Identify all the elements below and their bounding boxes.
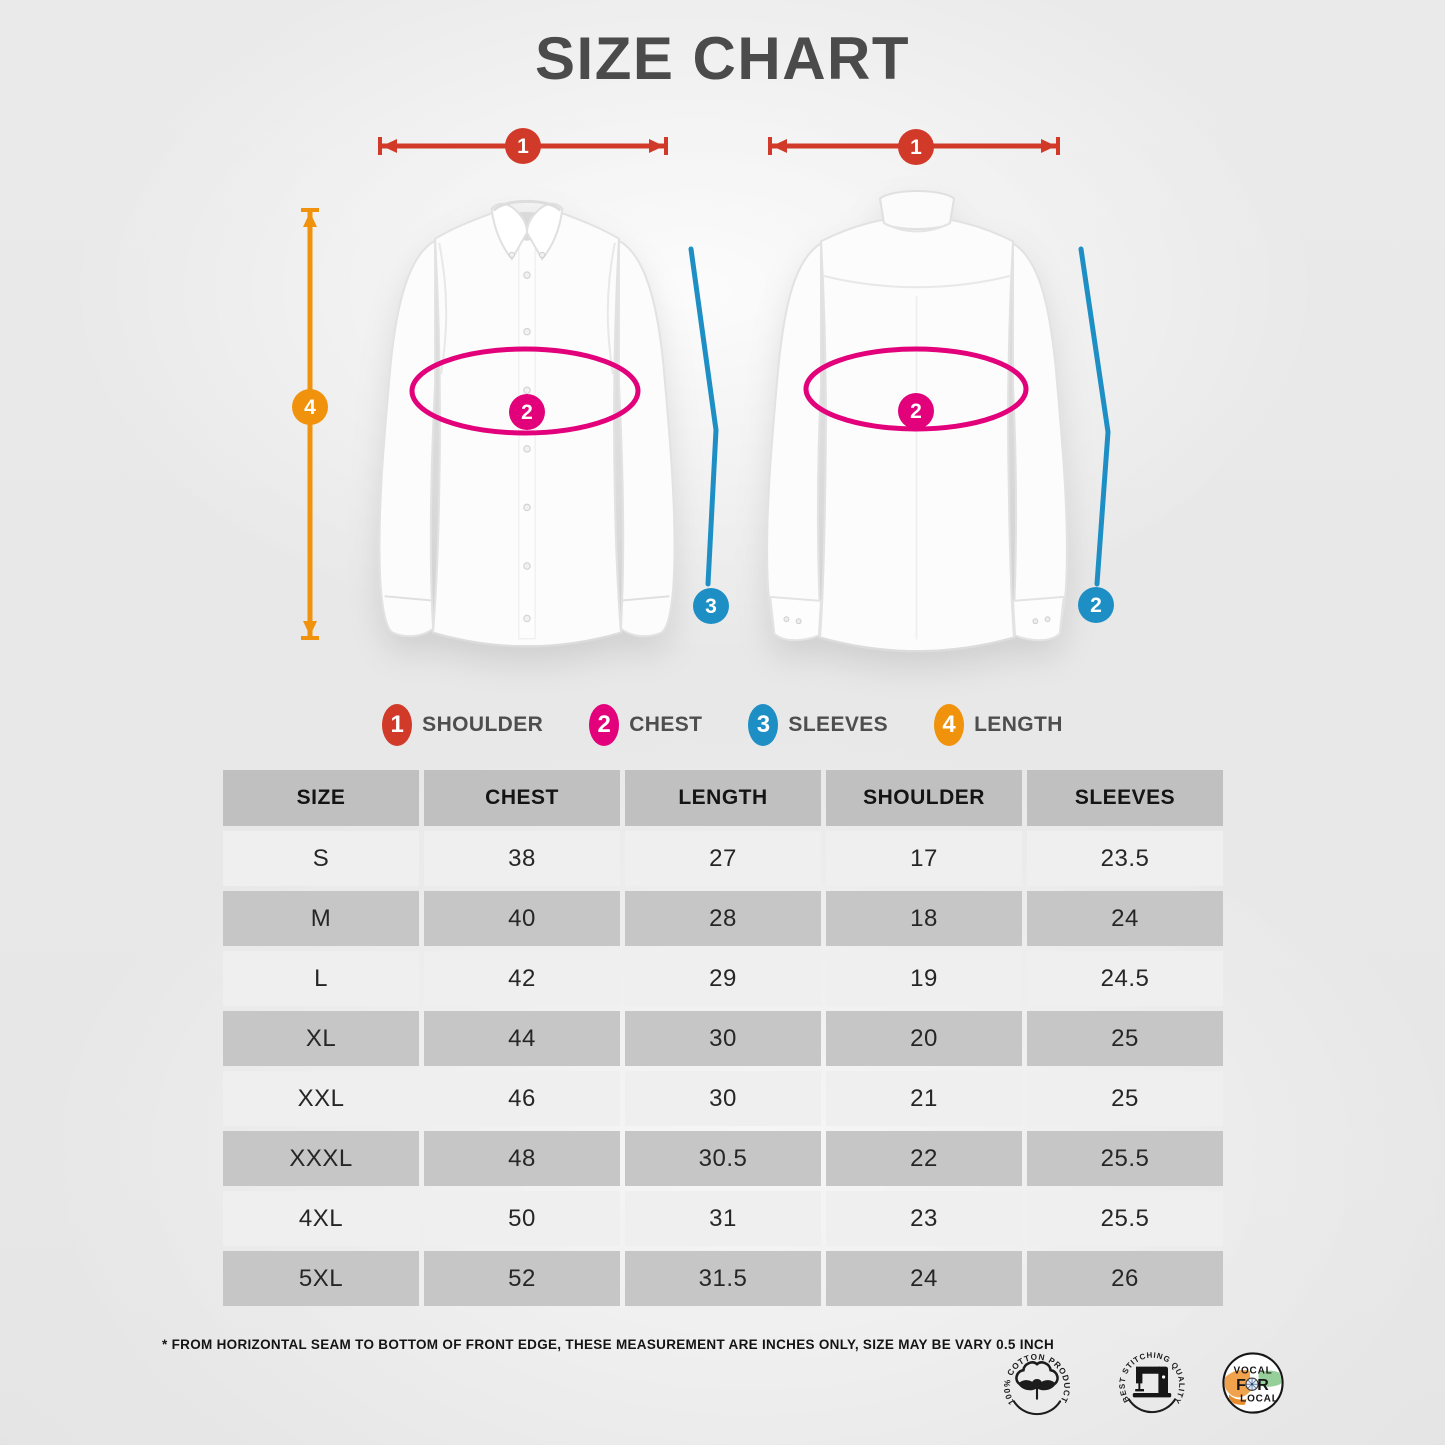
cell-l-chest: 42: [424, 951, 620, 1006]
cell-xxxl-sleeves: 25.5: [1027, 1131, 1223, 1186]
local-text: LOCAL: [1240, 1393, 1278, 1404]
cell-l-length: 29: [625, 951, 821, 1006]
cell-5xl-sleeves: 26: [1027, 1251, 1223, 1306]
cell-4xl-size: 4XL: [223, 1191, 419, 1246]
legend-sleeves-badge: 3: [748, 704, 779, 746]
cell-l-size: L: [223, 951, 419, 1006]
cell-m-length: 28: [625, 891, 821, 946]
cell-4xl-shoulder: 23: [826, 1191, 1022, 1246]
col-header-shoulder: SHOULDER: [826, 770, 1022, 826]
back-shirt-illustration: [766, 189, 1068, 653]
stitching-stamp-text: BEST STITCHING QUALITY: [1118, 1351, 1186, 1406]
yoke-seam: [822, 274, 1012, 289]
front-sleeves-badge: 3: [693, 588, 729, 624]
footnote: * FROM HORIZONTAL SEAM TO BOTTOM OF FRON…: [162, 1337, 1054, 1352]
size-table: SIZE CHEST LENGTH SHOULDER SLEEVES S 38 …: [223, 770, 1223, 1306]
back-right-cuff: [1011, 595, 1065, 642]
vocal-for-local-stamp: VOCAL F R LOCAL: [1222, 1352, 1284, 1414]
legend-chest-badge: 2: [589, 704, 620, 746]
cell-m-shoulder: 18: [826, 891, 1022, 946]
col-header-length: LENGTH: [625, 770, 821, 826]
front-right-sleeve: [617, 239, 676, 638]
cell-4xl-sleeves: 25.5: [1027, 1191, 1223, 1246]
legend-chest-label: CHEST: [629, 713, 703, 736]
legend-shoulder-label: SHOULDER: [422, 713, 544, 736]
vocal-f-text: F: [1236, 1377, 1246, 1394]
legend-item-shoulder: 1 SHOULDER: [382, 704, 543, 746]
cell-5xl-shoulder: 24: [826, 1251, 1022, 1306]
back-collar: [878, 189, 956, 230]
col-header-sleeves: SLEEVES: [1027, 770, 1223, 826]
legend-sleeves-label: SLEEVES: [788, 713, 889, 736]
cell-xxl-length: 30: [625, 1071, 821, 1126]
cell-xxxl-shoulder: 22: [826, 1131, 1022, 1186]
legend-length-label: LENGTH: [974, 713, 1063, 736]
cell-l-shoulder: 19: [826, 951, 1022, 1006]
cell-5xl-chest: 52: [424, 1251, 620, 1306]
page-title: SIZE CHART: [535, 25, 910, 92]
cell-xl-size: XL: [223, 1011, 419, 1066]
col-header-chest: CHEST: [424, 770, 620, 826]
back-shoulder-badge: 1: [898, 129, 934, 165]
front-chest-badge: 2: [509, 394, 545, 430]
legend-length-badge: 4: [934, 704, 965, 746]
cell-s-size: S: [223, 831, 419, 886]
cotton-stamp: 100% COTTON PRODUCT: [1002, 1352, 1072, 1416]
buttons: [508, 251, 546, 623]
vocal-text: VOCAL: [1234, 1365, 1273, 1376]
cell-xxxl-size: XXXL: [223, 1131, 419, 1186]
cell-xxxl-length: 30.5: [625, 1131, 821, 1186]
front-shoulder-badge: 1: [505, 128, 541, 164]
front-left-sleeve: [378, 239, 437, 638]
col-header-size: SIZE: [223, 770, 419, 826]
measurement-legend: 1 SHOULDER 2 CHEST 3 SLEEVES 4 LENGTH: [0, 704, 1445, 746]
cell-xxl-sleeves: 25: [1027, 1071, 1223, 1126]
length-badge: 4: [292, 389, 328, 425]
cell-xxl-size: XXL: [223, 1071, 419, 1126]
back-chest-badge: 2: [898, 393, 934, 429]
cell-4xl-length: 31: [625, 1191, 821, 1246]
stitching-stamp: BEST STITCHING QUALITY: [1118, 1351, 1187, 1414]
back-sleeves-badge: 2: [1078, 587, 1114, 623]
cell-m-sleeves: 24: [1027, 891, 1223, 946]
cell-xl-length: 30: [625, 1011, 821, 1066]
cell-xl-shoulder: 20: [826, 1011, 1022, 1066]
back-left-cuff: [769, 595, 823, 642]
legend-item-length: 4 LENGTH: [934, 704, 1063, 746]
cell-l-sleeves: 24.5: [1027, 951, 1223, 1006]
cell-s-shoulder: 17: [826, 831, 1022, 886]
cell-xl-chest: 44: [424, 1011, 620, 1066]
cell-xxl-chest: 46: [424, 1071, 620, 1126]
legend-shoulder-badge: 1: [382, 704, 413, 746]
legend-item-sleeves: 3 SLEEVES: [748, 704, 888, 746]
vocal-r-text: R: [1257, 1377, 1269, 1394]
cell-xxl-shoulder: 21: [826, 1071, 1022, 1126]
cell-4xl-chest: 50: [424, 1191, 620, 1246]
back-left-sleeve: [766, 241, 823, 641]
saffron-brush-stroke: [1224, 1369, 1251, 1398]
cotton-icon: [1015, 1361, 1059, 1400]
sewing-machine-icon: [1132, 1366, 1172, 1398]
back-right-sleeve: [1011, 241, 1068, 641]
cell-m-size: M: [223, 891, 419, 946]
cell-5xl-size: 5XL: [223, 1251, 419, 1306]
cell-s-length: 27: [625, 831, 821, 886]
cell-s-chest: 38: [424, 831, 620, 886]
cell-m-chest: 40: [424, 891, 620, 946]
green-brush-stroke: [1258, 1370, 1282, 1387]
chakra-icon: [1245, 1377, 1259, 1391]
svg-text:BEST STITCHING QUALITY: BEST STITCHING QUALITY: [1118, 1351, 1187, 1406]
cell-5xl-length: 31.5: [625, 1251, 821, 1306]
cell-xxxl-chest: 48: [424, 1131, 620, 1186]
legend-item-chest: 2 CHEST: [589, 704, 702, 746]
cell-xl-sleeves: 25: [1027, 1011, 1223, 1066]
cell-s-sleeves: 23.5: [1027, 831, 1223, 886]
